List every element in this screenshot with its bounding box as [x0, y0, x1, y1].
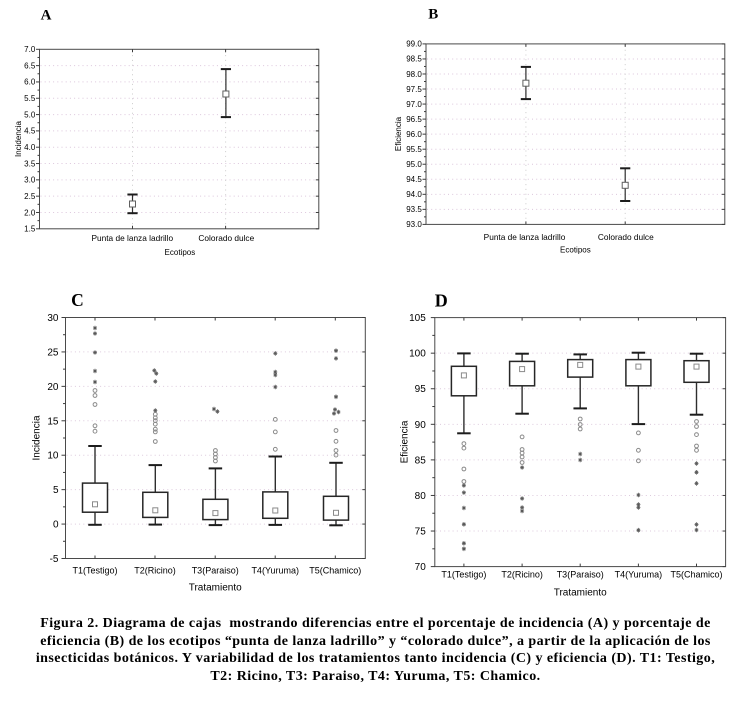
svg-text:75: 75	[415, 527, 427, 538]
svg-text:Ecotipos: Ecotipos	[165, 248, 196, 257]
svg-text:D: D	[435, 291, 448, 311]
svg-text:A: A	[41, 7, 52, 23]
svg-text:80: 80	[415, 491, 427, 502]
svg-text:20: 20	[47, 382, 59, 393]
svg-text:T4(Yuruma): T4(Yuruma)	[251, 566, 299, 576]
svg-text:Tratamiento: Tratamiento	[189, 583, 242, 594]
svg-text:94.0: 94.0	[406, 190, 422, 199]
svg-text:90: 90	[415, 420, 427, 431]
svg-text:T1(Testigo): T1(Testigo)	[72, 566, 117, 576]
svg-text:Tratamiento: Tratamiento	[554, 588, 607, 599]
svg-text:T1(Testigo): T1(Testigo)	[441, 570, 486, 580]
svg-text:97.0: 97.0	[406, 100, 422, 109]
svg-text:B: B	[428, 7, 438, 23]
svg-text:99.0: 99.0	[406, 40, 422, 49]
svg-text:C: C	[71, 290, 84, 310]
svg-text:Colorado dulce: Colorado dulce	[598, 232, 654, 242]
svg-text:3.5: 3.5	[24, 159, 36, 168]
svg-text:0: 0	[53, 520, 59, 531]
svg-text:4.5: 4.5	[24, 127, 36, 136]
svg-text:2.0: 2.0	[24, 208, 36, 217]
svg-text:94.5: 94.5	[406, 175, 422, 184]
svg-text:5.5: 5.5	[24, 94, 36, 103]
svg-text:95: 95	[415, 384, 427, 395]
svg-text:T2(Ricino): T2(Ricino)	[134, 566, 176, 576]
svg-text:6.0: 6.0	[24, 78, 36, 87]
svg-text:Ecotipos: Ecotipos	[560, 246, 591, 255]
svg-text:85: 85	[415, 455, 427, 466]
svg-text:3.0: 3.0	[24, 176, 36, 185]
svg-text:25: 25	[47, 347, 59, 358]
svg-text:4.0: 4.0	[24, 143, 36, 152]
svg-text:15: 15	[47, 416, 59, 427]
svg-text:T3(Paraiso): T3(Paraiso)	[192, 566, 239, 576]
svg-text:100: 100	[409, 349, 426, 360]
svg-text:97.5: 97.5	[406, 85, 422, 94]
svg-text:-5: -5	[50, 554, 59, 565]
svg-text:Eficiencia: Eficiencia	[394, 116, 403, 151]
svg-text:98.5: 98.5	[406, 55, 422, 64]
svg-text:98.0: 98.0	[406, 70, 422, 79]
svg-text:5.0: 5.0	[24, 110, 36, 119]
svg-text:Punta de lanza ladrillo: Punta de lanza ladrillo	[91, 233, 173, 243]
svg-text:96.5: 96.5	[406, 115, 422, 124]
svg-text:T5(Chamico): T5(Chamico)	[309, 566, 361, 576]
svg-text:Incidencia: Incidencia	[14, 120, 23, 157]
svg-text:6.5: 6.5	[24, 61, 36, 70]
svg-text:70: 70	[415, 562, 427, 573]
svg-text:93.0: 93.0	[406, 220, 422, 229]
svg-text:T5(Chamico): T5(Chamico)	[670, 570, 722, 580]
svg-text:5: 5	[53, 485, 59, 496]
svg-text:Incidencia: Incidencia	[32, 415, 43, 460]
svg-text:T4(Yuruma): T4(Yuruma)	[615, 570, 663, 580]
svg-text:95.5: 95.5	[406, 145, 422, 154]
svg-text:Punta de lanza ladrillo: Punta de lanza ladrillo	[484, 232, 566, 242]
svg-text:2.5: 2.5	[24, 192, 36, 201]
svg-text:Colorado dulce: Colorado dulce	[198, 233, 254, 243]
svg-text:93.5: 93.5	[406, 205, 422, 214]
svg-text:1.5: 1.5	[24, 225, 36, 234]
svg-text:10: 10	[47, 451, 59, 462]
svg-text:T2(Ricino): T2(Ricino)	[501, 570, 543, 580]
svg-text:95.0: 95.0	[406, 160, 422, 169]
svg-text:T3(Paraiso): T3(Paraiso)	[557, 570, 604, 580]
svg-text:7.0: 7.0	[24, 45, 36, 54]
svg-text:30: 30	[47, 313, 59, 324]
svg-text:105: 105	[409, 313, 426, 324]
svg-text:Eficiencia: Eficiencia	[400, 420, 411, 463]
svg-text:96.0: 96.0	[406, 130, 422, 139]
